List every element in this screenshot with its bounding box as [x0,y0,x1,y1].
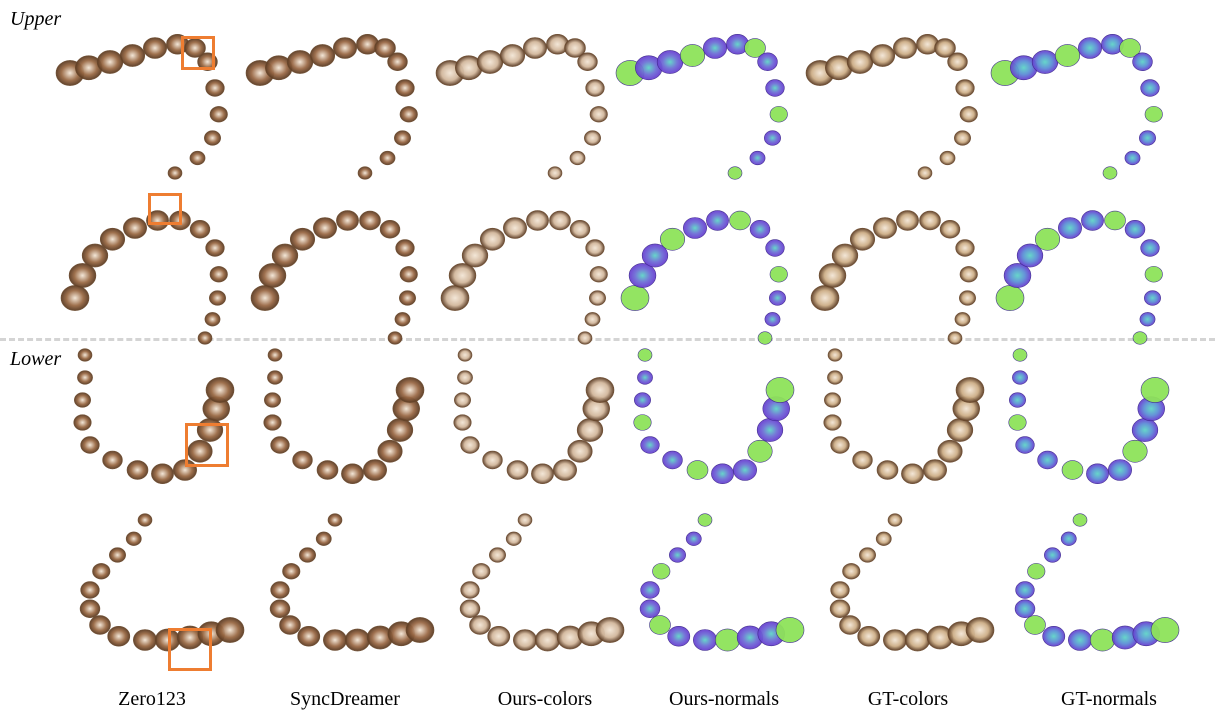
tooth-arch-render [453,348,615,485]
tooth-arch-render [615,33,788,180]
arch-image [990,28,1190,188]
column-label-ours-normals: Ours-normals [669,688,779,710]
tooth-arch-render [435,33,608,180]
arch-image [55,505,255,665]
tooth-arch-render [459,513,625,652]
highlight-box-upper-1 [181,36,215,70]
arch-image [245,505,445,665]
column-label-gt-colors: GT-colors [867,688,949,710]
tooth-arch-render [823,348,985,485]
arch-image [990,505,1190,665]
column-label-zero123: Zero123 [118,688,186,710]
highlight-box-upper-2 [148,193,182,225]
tooth-arch-render [245,33,418,180]
tooth-arch-render [1014,513,1180,652]
arch-image [615,188,815,348]
tooth-arch-render [250,210,418,345]
arch-image [245,188,445,348]
arch-image [435,188,635,348]
arch-image [805,345,1005,505]
tooth-arch-render [829,513,995,652]
tooth-arch-render [990,33,1163,180]
tooth-arch-render [810,210,978,345]
arch-image [615,28,815,188]
arch-image [435,505,635,665]
tooth-arch-render [995,210,1163,345]
arch-image [435,28,635,188]
tooth-arch-render [73,348,235,485]
arch-image [55,188,255,348]
tooth-arch-render [269,513,435,652]
column-label-gt-normals: GT-normals [1061,688,1157,710]
arch-image [990,188,1190,348]
tooth-arch-render [79,513,245,652]
tooth-arch-render [639,513,805,652]
tooth-arch-render [440,210,608,345]
arch-image [805,28,1005,188]
arch-image [615,345,815,505]
tooth-arch-render [805,33,978,180]
section-label-lower: Lower [10,348,62,370]
arch-image [245,345,445,505]
section-divider [0,338,1215,341]
highlight-box-lower-1 [185,423,229,467]
tooth-arch-render [60,210,228,345]
tooth-arch-render [620,210,788,345]
arch-image [805,188,1005,348]
highlight-box-lower-2 [168,628,212,671]
section-label-upper: Upper [10,8,62,30]
arch-image [990,345,1190,505]
arch-image [435,345,635,505]
column-label-syncdreamer: SyncDreamer [290,688,400,710]
arch-image [615,505,815,665]
arch-image [55,345,255,505]
arch-image [245,28,445,188]
arch-image [805,505,1005,665]
tooth-arch-render [633,348,795,485]
tooth-arch-render [263,348,425,485]
tooth-arch-render [55,33,228,180]
tooth-arch-render [1008,348,1170,485]
arch-image [55,28,255,188]
column-label-ours-colors: Ours-colors [497,688,593,710]
